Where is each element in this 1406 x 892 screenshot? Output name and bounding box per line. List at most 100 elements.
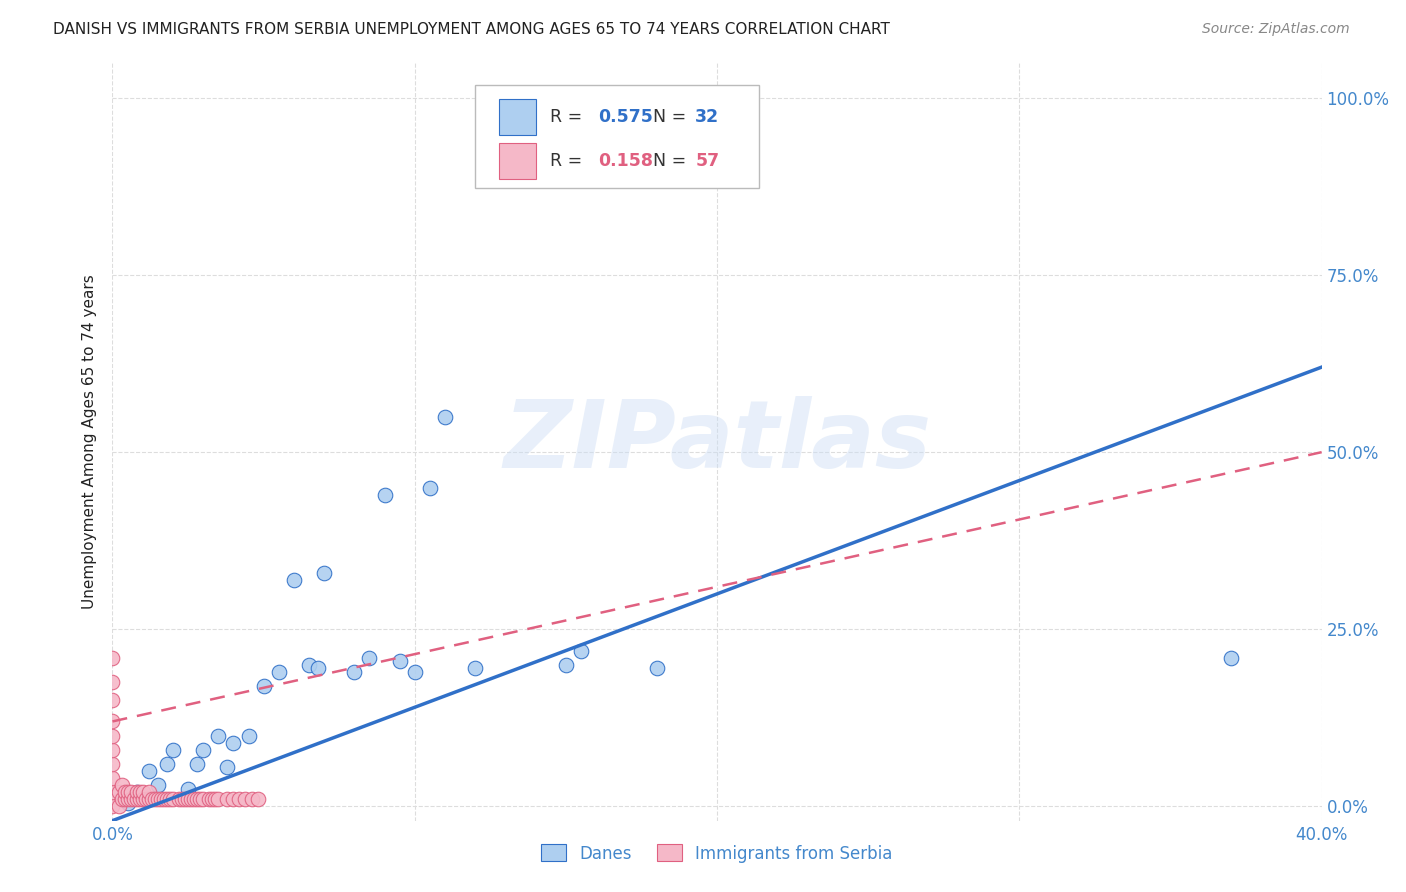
- Point: [135, 792, 157, 806]
- Point: [101, 693, 124, 707]
- FancyBboxPatch shape: [499, 99, 536, 136]
- Point: [101, 714, 124, 729]
- Point: [307, 661, 329, 675]
- Point: [298, 657, 321, 672]
- Point: [419, 481, 441, 495]
- Point: [217, 760, 239, 774]
- Point: [235, 792, 257, 806]
- Text: DANISH VS IMMIGRANTS FROM SERBIA UNEMPLOYMENT AMONG AGES 65 TO 74 YEARS CORRELAT: DANISH VS IMMIGRANTS FROM SERBIA UNEMPLO…: [53, 22, 890, 37]
- Text: ZIPatlas: ZIPatlas: [503, 395, 931, 488]
- Point: [128, 792, 150, 806]
- Point: [107, 799, 129, 814]
- Text: R =: R =: [550, 108, 588, 126]
- Point: [117, 785, 139, 799]
- Point: [117, 792, 139, 806]
- Point: [132, 785, 155, 799]
- Point: [138, 785, 160, 799]
- Point: [138, 764, 160, 778]
- Point: [107, 785, 129, 799]
- Point: [207, 729, 229, 743]
- Point: [101, 743, 124, 757]
- Point: [240, 792, 263, 806]
- Point: [191, 743, 214, 757]
- Point: [101, 771, 124, 785]
- Point: [117, 796, 139, 810]
- Point: [153, 792, 176, 806]
- Point: [138, 792, 160, 806]
- Point: [125, 785, 148, 799]
- Point: [198, 792, 221, 806]
- Point: [101, 756, 124, 771]
- Point: [146, 792, 169, 806]
- Point: [156, 756, 179, 771]
- Text: 0.575: 0.575: [599, 108, 654, 126]
- Point: [132, 792, 155, 806]
- Text: 57: 57: [696, 152, 720, 169]
- Point: [222, 736, 245, 750]
- Point: [191, 792, 214, 806]
- Point: [159, 792, 181, 806]
- Text: N =: N =: [652, 108, 692, 126]
- Point: [146, 778, 169, 792]
- Point: [204, 792, 226, 806]
- Point: [201, 792, 224, 806]
- Point: [359, 650, 381, 665]
- Point: [554, 657, 576, 672]
- Point: [101, 729, 124, 743]
- Point: [162, 743, 184, 757]
- Point: [101, 785, 124, 799]
- Point: [464, 661, 486, 675]
- Point: [180, 792, 202, 806]
- Legend: Danes, Immigrants from Serbia: Danes, Immigrants from Serbia: [534, 838, 900, 869]
- Point: [101, 799, 124, 814]
- Point: [177, 792, 200, 806]
- Point: [114, 792, 136, 806]
- Point: [110, 778, 132, 792]
- Point: [1220, 650, 1243, 665]
- Point: [132, 792, 155, 806]
- Point: [143, 792, 166, 806]
- Point: [186, 756, 208, 771]
- Point: [125, 785, 148, 799]
- Point: [228, 792, 250, 806]
- Point: [374, 488, 396, 502]
- Text: 32: 32: [696, 108, 720, 126]
- Point: [120, 785, 142, 799]
- Point: [186, 792, 208, 806]
- Point: [162, 792, 184, 806]
- Point: [283, 573, 305, 587]
- Point: [645, 661, 668, 675]
- Point: [128, 785, 150, 799]
- Point: [167, 792, 190, 806]
- Point: [149, 792, 172, 806]
- Point: [101, 650, 124, 665]
- Point: [267, 665, 290, 679]
- Point: [238, 729, 260, 743]
- Point: [343, 665, 366, 679]
- Point: [183, 792, 205, 806]
- Point: [110, 792, 132, 806]
- Point: [569, 643, 592, 657]
- Point: [156, 792, 179, 806]
- Point: [253, 679, 276, 693]
- Y-axis label: Unemployment Among Ages 65 to 74 years: Unemployment Among Ages 65 to 74 years: [82, 274, 97, 609]
- Point: [217, 792, 239, 806]
- Point: [314, 566, 336, 580]
- Point: [174, 792, 197, 806]
- Point: [404, 665, 426, 679]
- Point: [120, 792, 142, 806]
- Point: [177, 781, 200, 796]
- Point: [207, 792, 229, 806]
- Point: [122, 792, 145, 806]
- Point: [125, 792, 148, 806]
- Point: [222, 792, 245, 806]
- Point: [114, 785, 136, 799]
- FancyBboxPatch shape: [499, 143, 536, 179]
- Point: [388, 654, 411, 668]
- Point: [101, 675, 124, 690]
- Point: [188, 792, 211, 806]
- Text: 0.158: 0.158: [599, 152, 654, 169]
- Text: Source: ZipAtlas.com: Source: ZipAtlas.com: [1202, 22, 1350, 37]
- Point: [170, 792, 193, 806]
- Point: [433, 409, 456, 424]
